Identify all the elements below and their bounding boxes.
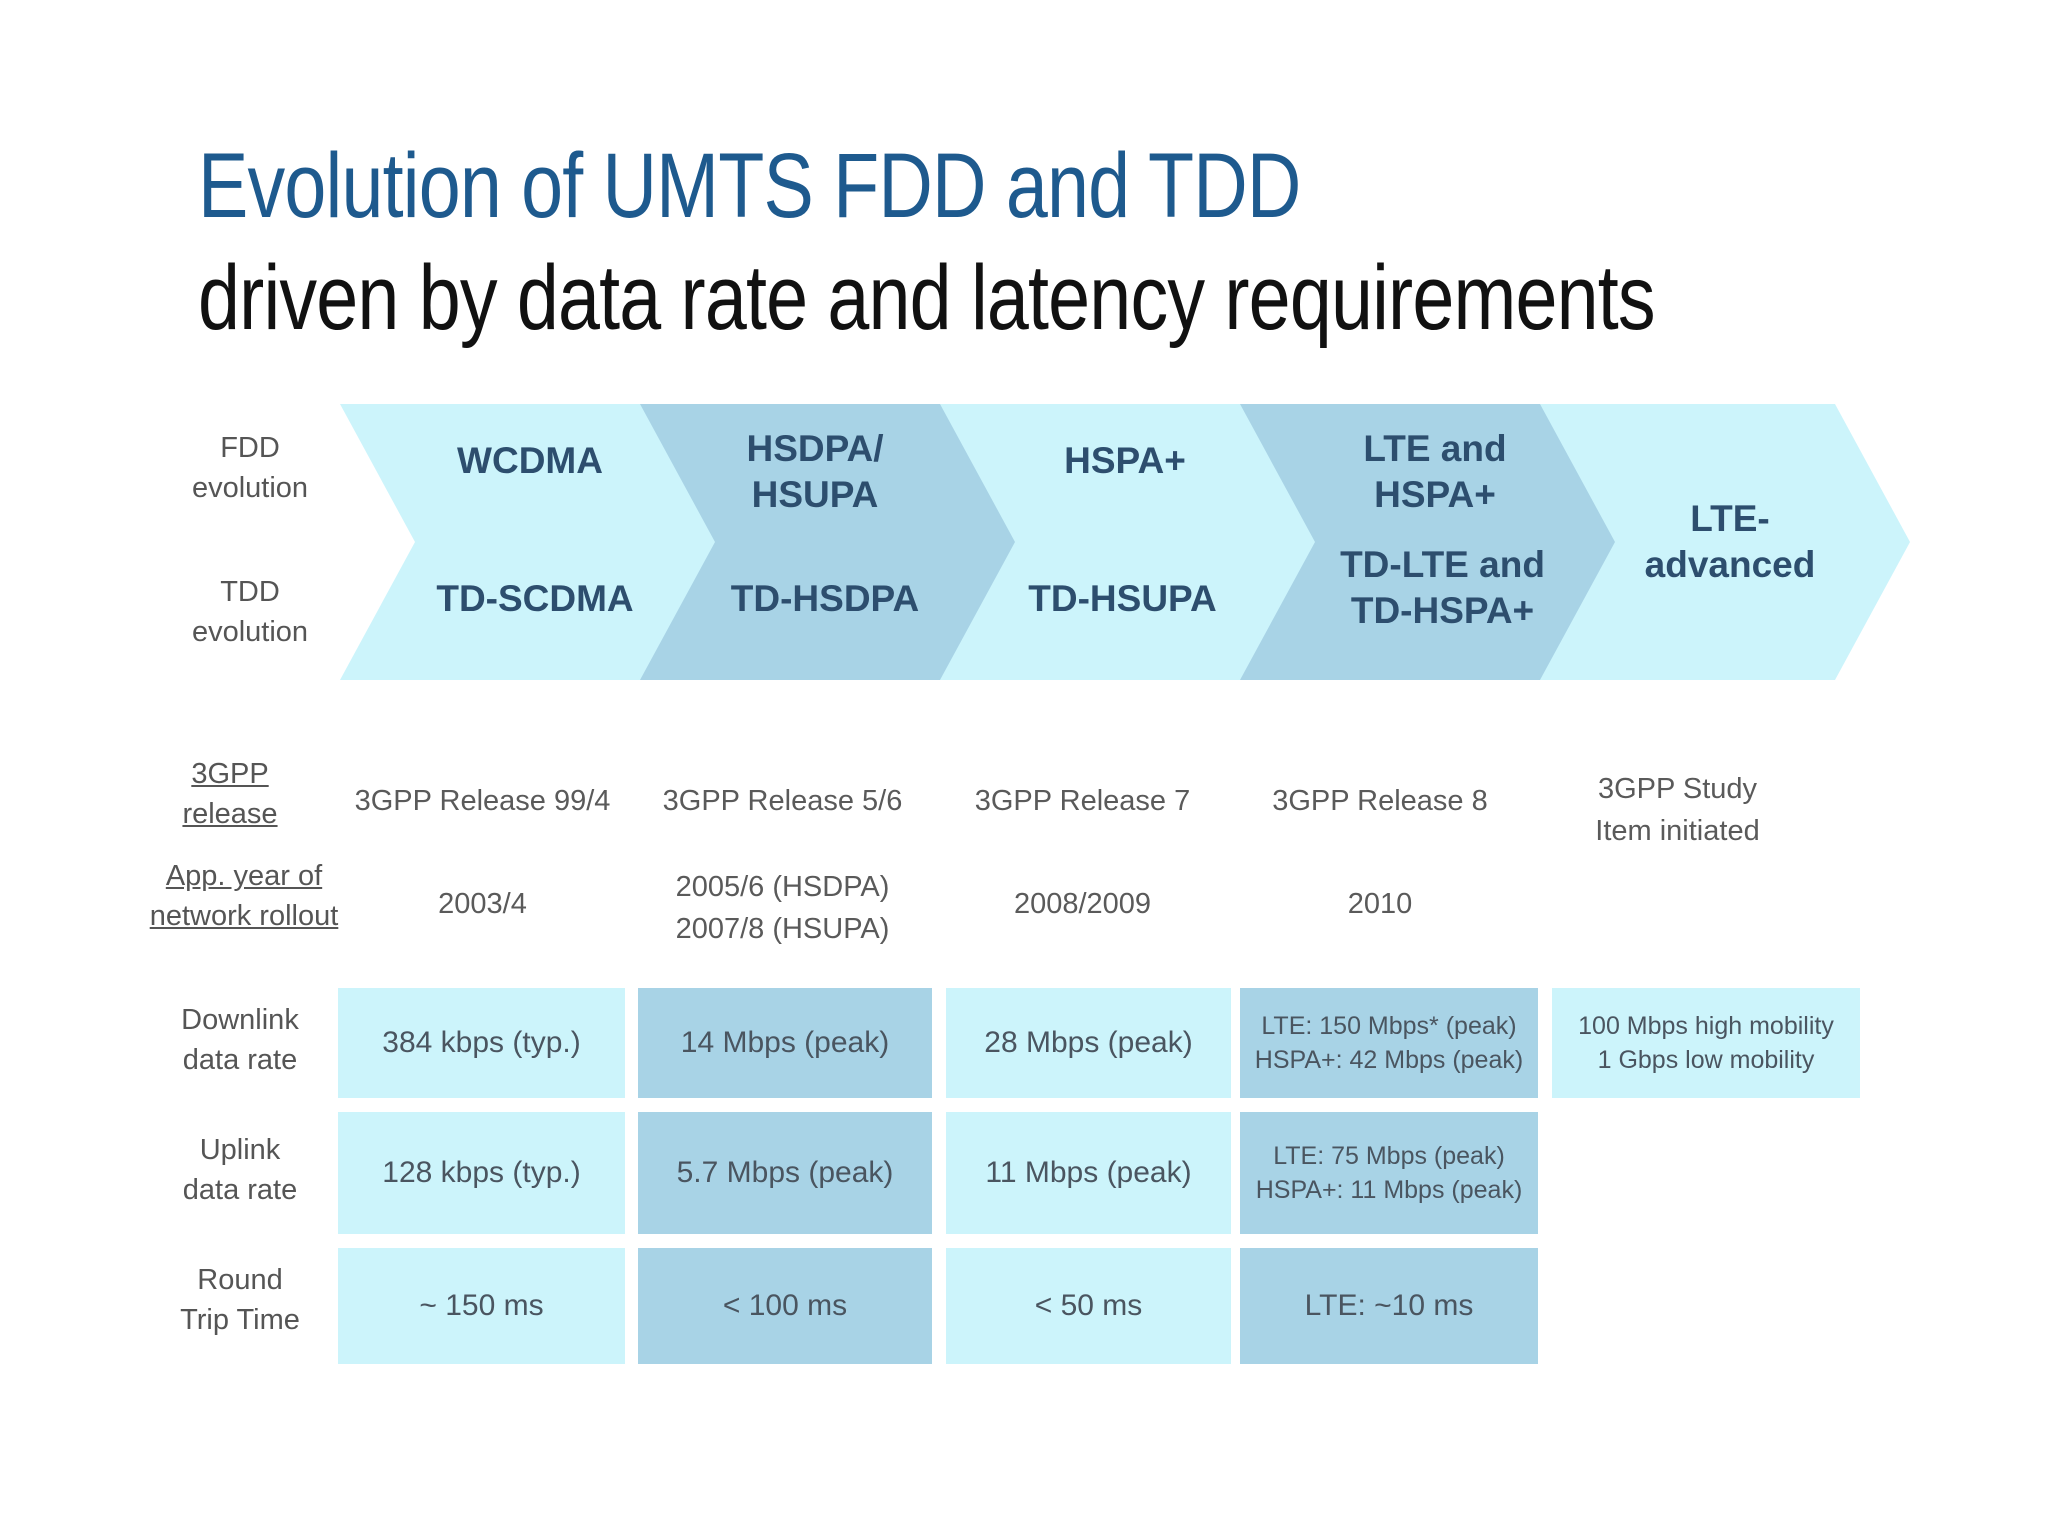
rollout-2: 2005/6 (HSDPA) 2007/8 (HSUPA) (675, 871, 890, 945)
phase-5-combined: LTE-advanced (1644, 498, 1816, 585)
downlink-5: 100 Mbps high mobility 1 Gbps low mobilit… (1552, 988, 1860, 1098)
chevron-2 (640, 404, 1025, 680)
phase-1-fdd: WCDMA (457, 440, 603, 481)
release-4: 3GPP Release 8 (1272, 785, 1488, 817)
rtt-label: Round Trip Time (180, 1264, 300, 1336)
uplink-3: 11 Mbps (peak) (946, 1112, 1231, 1234)
phase-4-fdd: LTE and HSPA+ (1363, 428, 1507, 515)
rollout-1: 2003/4 (438, 888, 527, 920)
phase-3-tdd: TD-HSUPA (1028, 578, 1217, 619)
downlink-label: Downlink data rate (181, 1004, 299, 1076)
rtt-2: < 100 ms (638, 1248, 932, 1364)
fdd-evolution-label: FDD evolution (191, 432, 309, 504)
downlink-1: 384 kbps (typ.) (338, 988, 625, 1098)
downlink-2: 14 Mbps (peak) (638, 988, 932, 1098)
rollout-label: App. year of network rollout (149, 860, 339, 932)
rollout-3: 2008/2009 (1013, 888, 1152, 920)
phase-1-tdd: TD-SCDMA (436, 578, 634, 619)
chevron-3 (940, 404, 1325, 680)
rollout-4: 2010 (1347, 888, 1413, 920)
rtt-4: LTE: ~10 ms (1240, 1248, 1538, 1364)
release-1: 3GPP Release 99/4 (354, 785, 611, 817)
uplink-4: LTE: 75 Mbps (peak) HSPA+: 11 Mbps (peak) (1240, 1112, 1538, 1234)
release-2: 3GPP Release 5/6 (662, 785, 903, 817)
release-label: 3GPP release (182, 758, 278, 830)
chevron-5 (1540, 404, 1910, 680)
uplink-2: 5.7 Mbps (peak) (638, 1112, 932, 1234)
uplink-1: 128 kbps (typ.) (338, 1112, 625, 1234)
phase-4-tdd: TD-LTE and TD-HSPA+ (1340, 544, 1545, 631)
phase-3-fdd: HSPA+ (1064, 440, 1186, 481)
rtt-3: < 50 ms (946, 1248, 1231, 1364)
phase-2-fdd: HSDPA/HSUPA (746, 428, 884, 515)
release-3: 3GPP Release 7 (974, 785, 1191, 817)
phase-2-tdd: TD-HSDPA (730, 578, 920, 619)
slide-title: Evolution of UMTS FDD and TDD (198, 135, 1301, 237)
slide-subtitle: driven by data rate and latency requirem… (198, 247, 1656, 349)
tdd-evolution-label: TDD evolution (191, 576, 309, 648)
downlink-3: 28 Mbps (peak) (946, 988, 1231, 1098)
uplink-label: Uplink data rate (182, 1134, 298, 1206)
downlink-4: LTE: 150 Mbps* (peak) HSPA+: 42 Mbps (pea… (1240, 988, 1538, 1098)
rtt-1: ~ 150 ms (338, 1248, 625, 1364)
release-5: 3GPP Study Item initiated (1595, 773, 1760, 847)
chevron-1 (340, 404, 730, 680)
chevron-4 (1240, 404, 1620, 680)
